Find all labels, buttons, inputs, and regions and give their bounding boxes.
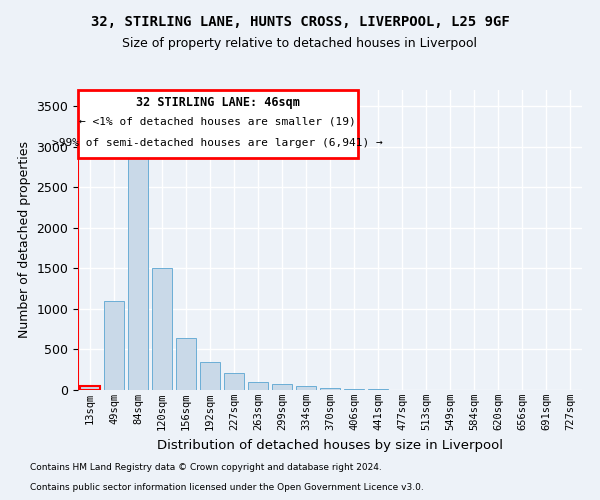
Y-axis label: Number of detached properties: Number of detached properties — [18, 142, 31, 338]
Text: 32 STIRLING LANE: 46sqm: 32 STIRLING LANE: 46sqm — [136, 96, 300, 109]
Bar — [176, 338, 196, 390]
Text: >99% of semi-detached houses are larger (6,941) →: >99% of semi-detached houses are larger … — [52, 138, 383, 148]
FancyBboxPatch shape — [78, 90, 358, 158]
Bar — [344, 389, 364, 390]
Bar — [320, 388, 340, 390]
Text: 32, STIRLING LANE, HUNTS CROSS, LIVERPOOL, L25 9GF: 32, STIRLING LANE, HUNTS CROSS, LIVERPOO… — [91, 15, 509, 29]
Bar — [368, 389, 388, 390]
Text: ← <1% of detached houses are smaller (19): ← <1% of detached houses are smaller (19… — [79, 117, 356, 127]
Text: Contains HM Land Registry data © Crown copyright and database right 2024.: Contains HM Land Registry data © Crown c… — [30, 464, 382, 472]
Text: Contains public sector information licensed under the Open Government Licence v3: Contains public sector information licen… — [30, 484, 424, 492]
Text: Size of property relative to detached houses in Liverpool: Size of property relative to detached ho… — [122, 38, 478, 51]
Bar — [200, 362, 220, 390]
Bar — [80, 386, 100, 390]
Bar — [272, 384, 292, 390]
Bar — [296, 386, 316, 390]
Bar — [128, 153, 148, 390]
X-axis label: Distribution of detached houses by size in Liverpool: Distribution of detached houses by size … — [157, 438, 503, 452]
Bar — [248, 382, 268, 390]
Bar — [152, 268, 172, 390]
Bar — [104, 301, 124, 390]
Bar — [224, 374, 244, 390]
